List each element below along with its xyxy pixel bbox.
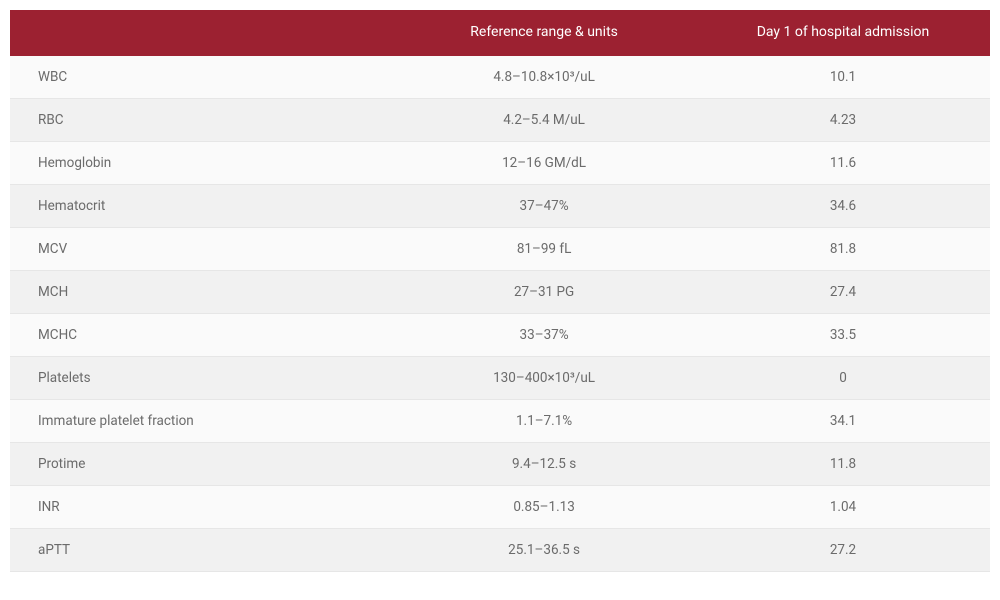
row-label: WBC xyxy=(10,56,392,98)
row-label: INR xyxy=(10,486,392,528)
table-header-row: Reference range & units Day 1 of hospita… xyxy=(10,10,990,56)
row-value: 0 xyxy=(696,357,990,399)
table-row: Platelets 130–400×10³/uL 0 xyxy=(10,357,990,400)
row-reference: 1.1–7.1% xyxy=(392,400,696,442)
row-value: 33.5 xyxy=(696,314,990,356)
table-row: RBC 4.2–5.4 M/uL 4.23 xyxy=(10,99,990,142)
row-value: 34.6 xyxy=(696,185,990,227)
row-label: Protime xyxy=(10,443,392,485)
row-label: MCHC xyxy=(10,314,392,356)
row-value: 81.8 xyxy=(696,228,990,270)
table-row: MCH 27–31 PG 27.4 xyxy=(10,271,990,314)
table-row: MCV 81–99 fL 81.8 xyxy=(10,228,990,271)
table-row: MCHC 33–37% 33.5 xyxy=(10,314,990,357)
row-label: aPTT xyxy=(10,529,392,571)
table-row: aPTT 25.1–36.5 s 27.2 xyxy=(10,529,990,572)
table-row: WBC 4.8–10.8×10³/uL 10.1 xyxy=(10,56,990,99)
row-value: 1.04 xyxy=(696,486,990,528)
header-cell-day1: Day 1 of hospital admission xyxy=(696,10,990,56)
row-reference: 37–47% xyxy=(392,185,696,227)
header-cell-reference: Reference range & units xyxy=(392,10,696,56)
row-reference: 4.2–5.4 M/uL xyxy=(392,99,696,141)
row-label: Immature platelet fraction xyxy=(10,400,392,442)
row-value: 11.6 xyxy=(696,142,990,184)
table-row: Hemoglobin 12–16 GM/dL 11.6 xyxy=(10,142,990,185)
table-row: Protime 9.4–12.5 s 11.8 xyxy=(10,443,990,486)
row-value: 4.23 xyxy=(696,99,990,141)
lab-results-table: Reference range & units Day 1 of hospita… xyxy=(10,10,990,572)
row-reference: 25.1–36.5 s xyxy=(392,529,696,571)
row-label: Hematocrit xyxy=(10,185,392,227)
row-label: RBC xyxy=(10,99,392,141)
row-reference: 9.4–12.5 s xyxy=(392,443,696,485)
row-reference: 12–16 GM/dL xyxy=(392,142,696,184)
row-value: 10.1 xyxy=(696,56,990,98)
header-cell-empty xyxy=(10,10,392,56)
table-row: Hematocrit 37–47% 34.6 xyxy=(10,185,990,228)
row-reference: 27–31 PG xyxy=(392,271,696,313)
table-row: Immature platelet fraction 1.1–7.1% 34.1 xyxy=(10,400,990,443)
row-label: MCV xyxy=(10,228,392,270)
row-reference: 0.85–1.13 xyxy=(392,486,696,528)
row-reference: 130–400×10³/uL xyxy=(392,357,696,399)
row-value: 11.8 xyxy=(696,443,990,485)
row-reference: 4.8–10.8×10³/uL xyxy=(392,56,696,98)
table-row: INR 0.85–1.13 1.04 xyxy=(10,486,990,529)
row-reference: 81–99 fL xyxy=(392,228,696,270)
row-value: 27.4 xyxy=(696,271,990,313)
row-label: Hemoglobin xyxy=(10,142,392,184)
row-value: 27.2 xyxy=(696,529,990,571)
row-label: MCH xyxy=(10,271,392,313)
row-reference: 33–37% xyxy=(392,314,696,356)
row-label: Platelets xyxy=(10,357,392,399)
row-value: 34.1 xyxy=(696,400,990,442)
